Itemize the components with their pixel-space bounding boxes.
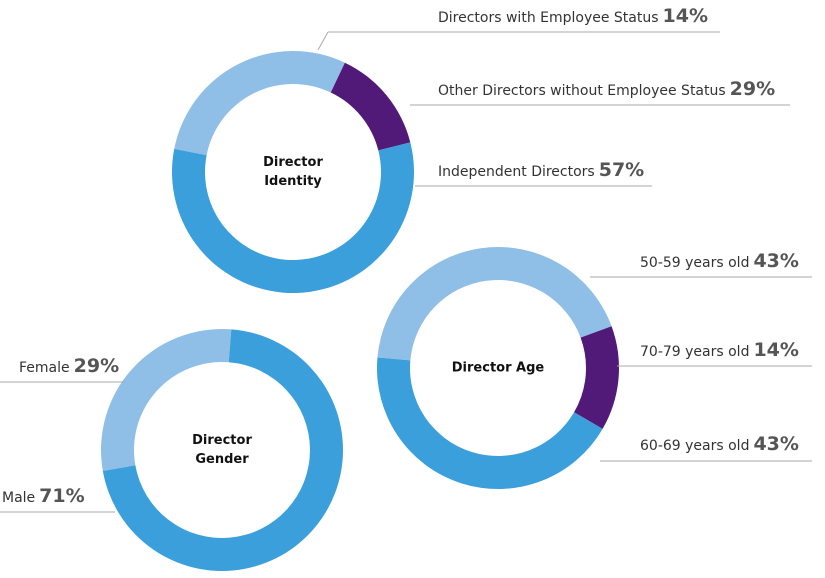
segment-value: 14% (753, 339, 799, 361)
segment-name: 60-69 years old (640, 438, 750, 454)
segment-label: Male 71% (2, 485, 85, 507)
donut-segment (574, 326, 619, 429)
donut-segment (171, 142, 414, 294)
donut-segment (377, 357, 603, 489)
segment-name: Directors with Employee Status (438, 10, 659, 26)
leader-line (317, 31, 329, 51)
segment-name: 50-59 years old (640, 255, 750, 271)
segment-value: 29% (73, 355, 120, 377)
donut-segment (377, 246, 612, 361)
segment-value: 29% (729, 78, 776, 100)
donut-title: Director Gender (192, 433, 252, 467)
segment-label: Independent Directors 57% (438, 159, 644, 181)
segment-label: 70-79 years old 14% (640, 339, 799, 361)
segment-label: 50-59 years old 43% (640, 250, 799, 272)
segment-value: 43% (753, 433, 799, 455)
segment-label: Other Directors without Employee Status 2… (438, 78, 775, 100)
segment-value: 57% (598, 159, 645, 181)
segment-name: Male (2, 490, 36, 506)
donut-segment (330, 62, 411, 151)
donut-title: Director Identity (263, 155, 323, 189)
segment-name: Independent Directors (438, 164, 595, 180)
segment-label: Directors with Employee Status 14% (438, 5, 708, 27)
segment-name: 70-79 years old (640, 344, 750, 360)
segment-value: 71% (39, 485, 85, 507)
donut-title: Director Age (451, 360, 545, 376)
segment-value: 14% (662, 5, 709, 27)
segment-name: Female (19, 360, 70, 376)
segment-name: Other Directors without Employee Status (438, 83, 726, 99)
donut-segment (101, 329, 232, 472)
segment-label: Female 29% (19, 355, 119, 377)
segment-label: 60-69 years old 43% (640, 433, 799, 455)
donut-segment (174, 51, 345, 156)
segment-value: 43% (753, 250, 799, 272)
